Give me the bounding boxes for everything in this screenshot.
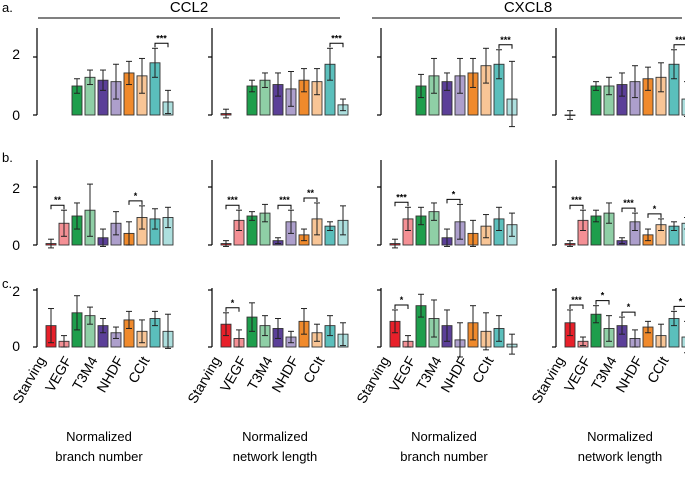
ytick-label-c-2: 2 — [12, 283, 20, 299]
category-labels-col-4: Starving VEGF T3M4 NHDF CCIt — [528, 353, 672, 406]
ytick-label-b-0: 0 — [12, 237, 20, 253]
ytick-label-c-0: 0 — [12, 338, 20, 354]
category-label-vegf: VEGF — [42, 354, 75, 395]
metric-label-3-line2: branch number — [400, 449, 488, 464]
metric-label-3-line1: Normalized — [411, 429, 477, 444]
category-label-cclt: CCIt — [300, 353, 328, 385]
significance-label-t3m4: *** — [279, 195, 290, 205]
significance-label-nhdf: * — [134, 191, 138, 201]
category-label-starving: Starving — [528, 354, 568, 406]
plot-area: *** *** *** ***** * *** ***** *** **** ***** * *** *… — [33, 28, 685, 358]
category-label-cclt: CCIt — [644, 353, 672, 385]
panel-b-2: *** ***** — [208, 160, 349, 247]
significance-bracket-t3m4 — [621, 207, 636, 213]
significance-bracket-nhdf — [303, 197, 318, 202]
category-label-nhdf: NHDF — [93, 354, 126, 396]
significance-bracket-nhdf — [128, 200, 143, 205]
significance-label-ccit: *** — [156, 33, 167, 43]
category-label-vegf: VEGF — [217, 354, 250, 395]
significance-bracket-starving — [569, 204, 584, 210]
ytick-label-a-2: 2 — [12, 46, 20, 62]
significance-label-starving: *** — [571, 195, 582, 205]
category-label-starving: Starving — [9, 354, 49, 406]
category-label-starving: Starving — [353, 354, 393, 406]
panel-b-1: ** * — [33, 160, 174, 249]
significance-label-t3m4: *** — [623, 198, 634, 208]
significance-bracket-ccit — [673, 44, 685, 49]
bar-ccit-second — [681, 222, 685, 246]
significance-bracket-ccit — [329, 42, 344, 48]
significance-label-t3m4: * — [627, 302, 631, 312]
category-label-nhdf: NHDF — [268, 354, 301, 396]
significance-bracket-starving — [225, 307, 240, 312]
panel-letter-c: c. — [2, 276, 12, 291]
metric-label-2-line1: Normalized — [242, 429, 308, 444]
significance-bracket-starving — [225, 204, 240, 210]
metric-label-2-line2: network length — [233, 449, 318, 464]
significance-bracket-t3m4 — [277, 204, 292, 210]
significance-bracket-ccit — [673, 305, 685, 311]
category-labels-col-3: Starving VEGF T3M4 NHDF CCIt — [353, 353, 497, 406]
metric-label-1-line1: Normalized — [66, 429, 132, 444]
category-labels-col-2: Starving VEGF T3M4 NHDF CCIt — [184, 353, 328, 406]
significance-label-vegf: * — [601, 291, 605, 301]
significance-bracket-vegf — [595, 300, 610, 305]
panel-a-2: *** — [208, 28, 349, 119]
significance-bracket-starving — [569, 304, 584, 309]
panel-letter-a: a. — [2, 0, 13, 15]
category-label-vegf: VEGF — [386, 354, 419, 395]
metric-label-4-line2: network length — [578, 449, 663, 464]
metric-label-1-line2: branch number — [55, 449, 143, 464]
panel-c-3: * — [377, 288, 518, 358]
significance-label-ccit: *** — [675, 35, 685, 45]
significance-bracket-ccit — [498, 44, 513, 49]
panel-a-4: *** — [552, 28, 685, 120]
significance-label-starving: *** — [396, 192, 407, 202]
significance-label-starving: *** — [571, 295, 582, 305]
significance-label-starving: * — [231, 298, 235, 308]
bar-ccit-second — [681, 336, 685, 348]
significance-label-ccit: *** — [500, 35, 511, 45]
bar-ccit-second — [681, 98, 685, 116]
category-label-nhdf: NHDF — [612, 354, 645, 396]
gene-label-ccl2: CCL2 — [170, 0, 208, 16]
significance-label-nhdf: * — [653, 204, 657, 214]
category-label-vegf: VEGF — [561, 354, 594, 395]
panel-letter-b: b. — [2, 150, 13, 165]
ytick-label-b-2: 2 — [12, 180, 20, 196]
metric-label-4-line1: Normalized — [587, 429, 653, 444]
significance-bracket-starving — [394, 304, 409, 309]
significance-label-ccit: * — [679, 296, 683, 306]
significance-bracket-starving — [394, 201, 409, 207]
panel-c-2: * — [208, 288, 349, 348]
category-label-cclt: CCIt — [125, 353, 153, 385]
significance-bracket-t3m4 — [621, 311, 636, 317]
category-labels-col-1: Starving VEGF T3M4 NHDF CCIt — [9, 353, 153, 406]
panel-a-3: *** — [377, 28, 518, 128]
ytick-label-a-0: 0 — [12, 107, 20, 123]
category-label-nhdf: NHDF — [437, 354, 470, 396]
significance-label-t3m4: * — [452, 189, 456, 199]
significance-bracket-nhdf — [647, 213, 662, 218]
significance-bracket-t3m4 — [446, 198, 461, 204]
panel-c-1 — [33, 288, 174, 349]
panel-a-1: *** — [33, 28, 174, 116]
significance-label-starving: *** — [227, 195, 238, 205]
significance-label-starving: * — [400, 295, 404, 305]
panel-b-3: *** * — [377, 160, 518, 249]
significance-bracket-ccit — [154, 42, 169, 48]
gene-label-cxcl8: CXCL8 — [504, 0, 552, 16]
category-label-cclt: CCIt — [469, 353, 497, 385]
category-label-starving: Starving — [184, 354, 224, 406]
significance-label-starving: ** — [54, 195, 62, 205]
significance-label-nhdf: ** — [307, 188, 315, 198]
significance-label-ccit: *** — [331, 33, 342, 43]
panel-c-4: *** *** — [552, 288, 685, 354]
panel-b-4: *** **** — [552, 160, 685, 247]
significance-bracket-starving — [50, 204, 65, 210]
